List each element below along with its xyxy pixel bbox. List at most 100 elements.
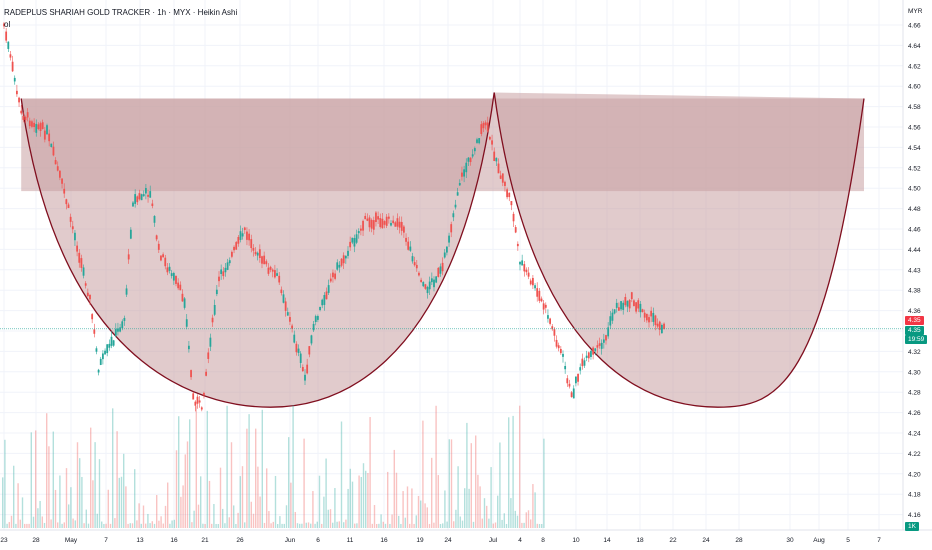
cup-1-outline bbox=[20, 92, 495, 408]
volume-bar bbox=[455, 509, 457, 528]
volume-bar bbox=[70, 487, 72, 528]
time-tick-label: May bbox=[65, 537, 78, 544]
price-tick-label: 4.22 bbox=[908, 451, 921, 458]
candle-body bbox=[422, 281, 425, 287]
candle-body bbox=[239, 231, 242, 240]
volume-bar bbox=[68, 504, 70, 528]
candle-body bbox=[581, 358, 584, 367]
volume-bar bbox=[492, 523, 494, 528]
candle-body bbox=[5, 31, 8, 41]
candle-body bbox=[353, 238, 356, 247]
chart-title: RADEPLUS SHARIAH GOLD TRACKER · 1h · MYX… bbox=[4, 8, 238, 17]
candle-body bbox=[532, 277, 534, 286]
candle-body bbox=[364, 215, 367, 220]
candle-body bbox=[499, 175, 502, 179]
candle-body bbox=[37, 124, 40, 129]
candle-body bbox=[551, 326, 554, 330]
candle-body bbox=[433, 279, 435, 288]
candle-body bbox=[7, 41, 10, 49]
volume-bar bbox=[79, 458, 81, 528]
candle-body bbox=[151, 203, 154, 207]
volume-bar bbox=[494, 522, 497, 528]
candle-body bbox=[147, 194, 149, 197]
volume-bar bbox=[37, 508, 39, 528]
candle-body bbox=[284, 301, 287, 311]
candle-body bbox=[512, 213, 515, 222]
time-tick-label: 24 bbox=[702, 537, 710, 544]
volume-bar bbox=[457, 466, 459, 528]
time-tick-label: 18 bbox=[636, 537, 644, 544]
candle-body bbox=[525, 269, 528, 273]
candle-body bbox=[379, 218, 382, 228]
candle-body bbox=[484, 122, 487, 126]
candle-body bbox=[587, 352, 590, 359]
volume-bar bbox=[369, 417, 371, 528]
volume-bar bbox=[48, 446, 50, 528]
time-axis-bg[interactable] bbox=[0, 530, 932, 550]
volume-bar bbox=[151, 521, 153, 528]
candle-body bbox=[177, 282, 180, 289]
candle-body bbox=[317, 316, 319, 320]
volume-bar bbox=[112, 408, 114, 528]
volume-bar bbox=[477, 474, 479, 528]
candle-body bbox=[504, 181, 506, 186]
candle-body bbox=[110, 336, 113, 346]
volume-bar bbox=[217, 523, 219, 528]
candle-body bbox=[600, 342, 603, 349]
candle-body bbox=[306, 364, 309, 374]
countdown-badge: 19:59 bbox=[905, 335, 928, 344]
volume-bar bbox=[270, 523, 272, 528]
volume-bar bbox=[525, 512, 527, 528]
candle-body bbox=[121, 321, 124, 329]
candle-body bbox=[228, 260, 231, 264]
volume-bar bbox=[514, 510, 516, 528]
volume-bar bbox=[263, 522, 266, 528]
volume-bar bbox=[479, 486, 481, 528]
price-axis-bg[interactable] bbox=[903, 0, 932, 530]
volume-bar bbox=[6, 523, 8, 528]
price-tick-label: 4.54 bbox=[908, 145, 921, 152]
candle-body bbox=[203, 392, 205, 396]
volume-bar bbox=[435, 405, 437, 528]
volume-bar bbox=[486, 505, 488, 528]
volume-bar bbox=[310, 523, 312, 528]
volume-bar bbox=[290, 482, 292, 528]
volume-bar bbox=[470, 443, 472, 528]
volume-bar bbox=[94, 442, 96, 528]
volume-bar bbox=[63, 522, 65, 528]
candle-body bbox=[529, 280, 532, 285]
volume-bar bbox=[248, 414, 250, 528]
candle-body bbox=[99, 358, 102, 365]
candle-body bbox=[179, 284, 182, 291]
candle-body bbox=[280, 289, 283, 294]
candle-body bbox=[609, 316, 612, 326]
currency-label: MYR bbox=[908, 8, 923, 15]
candle-body bbox=[372, 220, 375, 230]
time-tick-label: 16 bbox=[170, 537, 178, 544]
volume-bar bbox=[83, 523, 85, 528]
candle-body bbox=[473, 148, 476, 152]
candle-body bbox=[224, 267, 227, 273]
candle-body bbox=[478, 138, 481, 144]
candle-body bbox=[648, 317, 650, 323]
candle-body bbox=[162, 254, 164, 258]
candle-body bbox=[375, 212, 377, 222]
candle-body bbox=[355, 234, 358, 243]
candle-body bbox=[198, 400, 201, 403]
candle-body bbox=[153, 216, 156, 223]
candle-body bbox=[211, 317, 214, 323]
volume-bar bbox=[85, 509, 87, 528]
volume-bar bbox=[387, 471, 389, 528]
candle-body bbox=[458, 183, 461, 186]
candle-body bbox=[598, 343, 601, 346]
candle-body bbox=[129, 229, 132, 239]
candle-body bbox=[304, 374, 306, 381]
candle-body bbox=[497, 163, 500, 174]
volume-bar bbox=[149, 523, 151, 528]
candle-body bbox=[566, 378, 569, 384]
time-tick-label: 21 bbox=[201, 537, 209, 544]
candle-body bbox=[362, 220, 364, 231]
volume-bar bbox=[527, 510, 530, 528]
candle-body bbox=[366, 218, 369, 221]
